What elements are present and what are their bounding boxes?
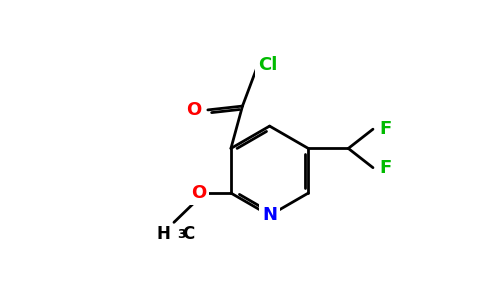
Text: N: N <box>262 206 277 224</box>
Text: Cl: Cl <box>258 56 277 74</box>
Text: H: H <box>157 225 171 243</box>
Text: 3: 3 <box>177 228 186 241</box>
Text: C: C <box>182 225 195 243</box>
Text: F: F <box>379 159 392 177</box>
Text: O: O <box>191 184 206 202</box>
Text: O: O <box>186 101 202 119</box>
Text: F: F <box>379 120 392 138</box>
